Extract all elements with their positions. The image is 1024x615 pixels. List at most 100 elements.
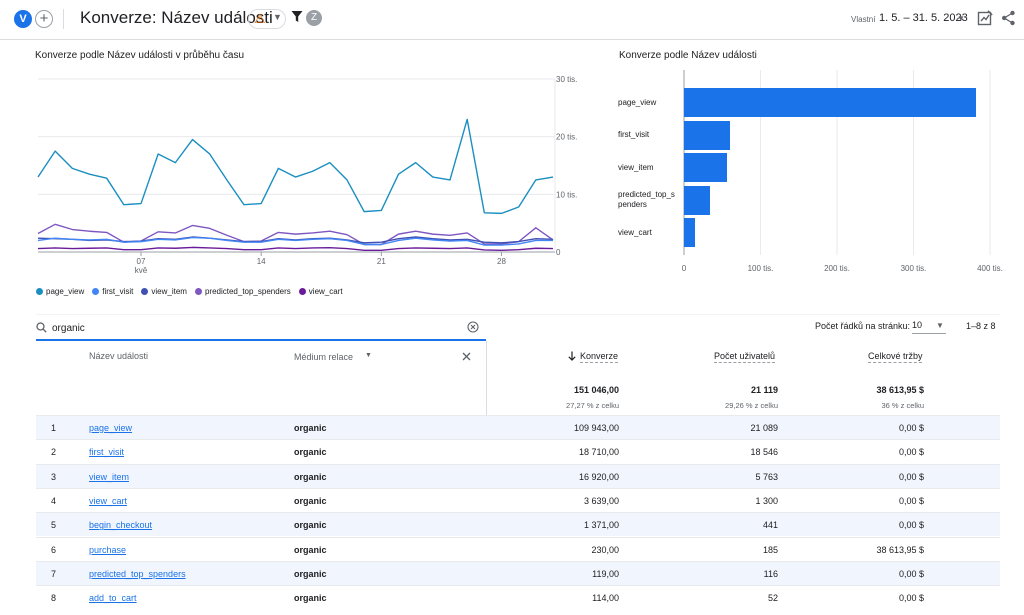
table-row: 5 begin_checkout organic 1 371,00 441 0,00 $ [36,512,1000,537]
session-medium: organic [294,447,327,458]
event-name-link[interactable]: view_item [89,471,130,482]
legend-swatch [92,288,100,295]
event-name-link[interactable]: page_view [89,423,133,433]
legend-item-first_visit[interactable]: first_visit [92,287,133,296]
chevron-down-icon[interactable]: ▼ [365,352,372,359]
session-medium: organic [294,568,327,579]
table-row: 4 view_cart organic 3 639,00 1 300 0,00 $ [36,487,1000,512]
bar-first_visit[interactable] [684,120,730,150]
search-input[interactable] [52,320,472,336]
revenue-value: 0,00 $ [898,495,924,506]
bar-view_cart[interactable] [684,218,695,247]
chevron-down-icon: ▼ [936,321,944,330]
users-value: 18 546 [750,447,778,458]
comparison-chip[interactable]: Z [306,10,322,26]
y-tick-label: 0 [556,248,561,257]
remove-dimension-icon[interactable] [462,352,471,361]
series-line-first_visit[interactable] [37,236,553,246]
row-index: 2 [51,447,57,458]
legend-swatch [194,288,202,295]
pagination-info: 1–8 z 8 [966,321,996,331]
row-index: 3 [51,471,57,482]
property-avatar[interactable]: V [14,10,32,28]
customize-report-icon[interactable] [977,10,993,26]
add-comparison-button[interactable]: + [35,10,53,28]
column-header-event-name[interactable]: Název události [89,351,149,361]
x-tick-label: 100 tis. [748,264,774,273]
warning-dropdown-button[interactable]: ⚠ ▼ [248,9,286,29]
legend-swatch [298,288,306,295]
bar-view_item[interactable] [684,153,727,182]
share-icon[interactable] [1001,10,1016,26]
secondary-dimension-select[interactable]: Médium relace [294,352,354,362]
session-medium: organic [294,471,327,482]
revenue-value: 0,00 $ [898,471,924,482]
conversions-value: 3 639,00 [583,495,619,506]
table-row: 3 view_item organic 16 920,00 5 763 0,00 $ [36,463,1000,488]
conversions-value: 18 710,00 [578,447,619,458]
table-row: 8 add_to_cart organic 114,00 52 0,00 $ [36,585,1000,609]
users-value: 185 [762,544,778,555]
line-chart-legend: page_view first_visit view_item predicted_t… [36,287,343,296]
total-users-percent: 29,26 % z celku [725,401,778,410]
event-name-link[interactable]: begin_checkout [89,520,153,531]
row-index: 4 [51,495,57,506]
legend-item-predicted_top_spenders[interactable]: predicted_top_spenders [194,287,291,296]
legend-label: first_visit [102,287,134,296]
row-index: 1 [51,423,57,433]
rows-per-page-value: 10 [912,320,923,330]
users-value: 1 300 [755,495,778,506]
x-tick-label: 0 [682,264,687,273]
column-divider [486,341,487,415]
row-index: 5 [51,520,57,531]
legend-item-view_item[interactable]: view_item [141,287,187,296]
series-line-predicted_top_spenders[interactable] [37,223,554,246]
event-name-link[interactable]: purchase [89,544,127,555]
sort-descending-icon[interactable] [568,351,576,361]
users-value: 52 [767,593,778,604]
legend-label: view_item [151,287,187,296]
search-bar [36,318,486,341]
event-name-link[interactable]: view_cart [89,495,128,506]
users-value: 5 763 [755,471,778,482]
event-name-link[interactable]: predicted_top_spenders [89,568,186,579]
bar-label-first_visit: first_visit [618,130,650,139]
filter-icon[interactable] [291,10,303,23]
bar-page_view[interactable] [684,88,977,117]
chevron-down-icon[interactable]: ▼ [957,14,965,23]
legend-item-view_cart[interactable]: view_cart [298,287,343,296]
column-header-conversions[interactable]: Konverze [580,351,619,361]
table-row: 2 first_visit organic 18 710,00 18 546 0,00 $ [36,439,1000,463]
revenue-value: 0,00 $ [898,423,924,433]
column-header-revenue[interactable]: Celkové tržby [868,351,923,361]
table-row: 6 purchase organic 230,00 185 38 613,95 $ [36,536,1000,561]
legend-item-page_view[interactable]: page_view [36,287,84,296]
line-chart-title: Konverze podle Název události v průběhu … [35,50,245,61]
x-tick-label: 300 tis. [901,264,927,273]
column-header-users[interactable]: Počet uživatelů [714,351,776,361]
conversions-value: 16 920,00 [578,471,619,482]
y-tick-label: 30 tis. [556,75,577,84]
event-name-link[interactable]: add_to_cart [89,593,137,604]
revenue-value: 0,00 $ [898,520,924,531]
x-tick-label: kvě [135,266,148,275]
bar-predicted_top_spenders[interactable] [684,185,710,215]
total-users: 21 119 [750,385,778,395]
revenue-value: 0,00 $ [898,568,924,579]
section-divider [36,314,1000,315]
rows-per-page-select[interactable]: 10 ▼ [912,318,946,334]
table-row: 7 predicted_top_spenders organic 119,00 116 0… [36,560,1000,585]
series-line-page_view[interactable] [37,118,554,215]
clear-search-icon[interactable] [467,321,479,333]
conversions-value: 1 371,00 [583,520,619,531]
row-index: 7 [51,568,57,579]
series-line-view_cart[interactable] [37,246,554,251]
rows-per-page-label: Počet řádků na stránku: [815,321,911,331]
event-name-link[interactable]: first_visit [89,447,125,458]
header-divider [63,9,64,29]
row-index: 8 [51,593,57,604]
legend-swatch [141,288,149,295]
revenue-value: 38 613,95 $ [876,544,924,555]
date-range-picker[interactable]: 1. 5. – 31. 5. 2023 [879,12,968,24]
